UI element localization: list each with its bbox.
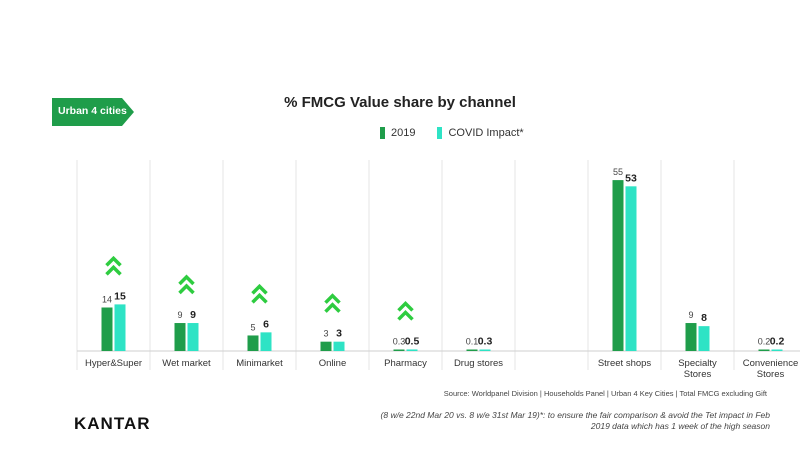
bar-specialty-stores-2019 bbox=[685, 323, 697, 351]
legend-swatch-2019 bbox=[380, 127, 385, 139]
bar-specialty-stores-covid-impact bbox=[698, 326, 710, 351]
bar-street-shops-2019 bbox=[612, 180, 624, 351]
x-tick-label-street-shops: Street shops bbox=[598, 358, 652, 369]
legend-label-covid: COVID Impact* bbox=[448, 127, 524, 139]
growth-arrow-icon-online bbox=[324, 293, 341, 304]
chart-title: % FMCG Value share by channel bbox=[284, 94, 516, 111]
bar-hyper-super-covid-impact bbox=[114, 304, 126, 351]
bar-online-covid-impact bbox=[333, 341, 345, 351]
data-label-pharmacy-covid-impact: 0.5 bbox=[405, 335, 420, 347]
data-label-hyper-super-covid-impact: 15 bbox=[114, 290, 126, 302]
data-label-street-shops-2019: 55 bbox=[613, 167, 623, 177]
data-label-street-shops-covid-impact: 53 bbox=[625, 172, 637, 184]
growth-arrow-icon-pharmacy bbox=[397, 309, 414, 321]
legend-label-2019: 2019 bbox=[391, 127, 416, 139]
legend-swatch-covid bbox=[437, 127, 443, 139]
bar-street-shops-covid-impact bbox=[625, 186, 637, 351]
region-tag: Urban 4 cities bbox=[52, 98, 134, 126]
data-label-minimarket-covid-impact: 6 bbox=[263, 318, 269, 330]
footnote-line-2: 2019 data which has 1 week of the high s… bbox=[590, 421, 770, 431]
x-tick-label-convenience-stores: Convenience bbox=[743, 358, 798, 369]
data-label-pharmacy-2019: 0.3 bbox=[393, 337, 406, 347]
x-tick-label-wet-market: Wet market bbox=[162, 358, 211, 369]
x-tick-label-minimarket: Minimarket bbox=[236, 358, 283, 369]
growth-arrow-icon-hyper-super bbox=[105, 264, 122, 276]
x-tick-label-hyper-super: Hyper&Super bbox=[85, 358, 142, 369]
kantar-logo: KANTAR bbox=[74, 414, 151, 433]
tag-arrow-shape bbox=[52, 98, 134, 126]
bar-minimarket-covid-impact bbox=[260, 332, 272, 351]
data-label-drug-stores-covid-impact: 0.3 bbox=[478, 336, 493, 348]
region-tag-label: Urban 4 cities bbox=[58, 105, 127, 117]
growth-arrow-icon-pharmacy bbox=[397, 300, 414, 312]
chart-legend: 2019 COVID Impact* bbox=[380, 127, 524, 139]
bar-convenience-stores-covid-impact bbox=[771, 349, 783, 351]
footnote-line-1: (8 w/e 22nd Mar 20 vs. 8 w/e 31st Mar 19… bbox=[380, 410, 770, 420]
bar-drug-stores-2019 bbox=[466, 349, 478, 351]
data-label-drug-stores-2019: 0.1 bbox=[466, 337, 479, 347]
data-label-wet-market-covid-impact: 9 bbox=[190, 309, 196, 321]
x-tick-label-convenience-stores: Stores bbox=[757, 369, 785, 380]
growth-arrow-icon-minimarket bbox=[251, 283, 268, 295]
bar-minimarket-2019 bbox=[247, 335, 259, 351]
growth-arrow-icon-wet-market bbox=[178, 274, 195, 286]
growth-arrow-icon-minimarket bbox=[251, 292, 268, 304]
x-tick-label-specialty-stores: Specialty bbox=[678, 358, 717, 369]
footnote: (8 w/e 22nd Mar 20 vs. 8 w/e 31st Mar 19… bbox=[350, 410, 770, 432]
x-tick-label-online: Online bbox=[319, 358, 346, 369]
data-label-wet-market-2019: 9 bbox=[177, 310, 182, 320]
data-label-minimarket-2019: 5 bbox=[250, 322, 255, 332]
bar-hyper-super-2019 bbox=[101, 307, 113, 351]
growth-arrow-icon-hyper-super bbox=[105, 255, 122, 267]
data-label-hyper-super-2019: 14 bbox=[102, 295, 112, 305]
bar-convenience-stores-2019 bbox=[758, 349, 770, 351]
bar-pharmacy-covid-impact bbox=[406, 349, 418, 351]
legend-item-2019: 2019 bbox=[380, 127, 415, 139]
data-label-convenience-stores-2019: 0.2 bbox=[758, 337, 771, 347]
x-tick-label-specialty-stores: Stores bbox=[684, 369, 712, 380]
growth-arrow-icon-online bbox=[324, 302, 341, 313]
data-label-specialty-stores-2019: 9 bbox=[688, 310, 693, 320]
legend-item-covid: COVID Impact* bbox=[437, 127, 524, 139]
x-tick-label-pharmacy: Pharmacy bbox=[384, 358, 427, 369]
data-label-online-2019: 3 bbox=[323, 329, 328, 339]
bar-pharmacy-2019 bbox=[393, 349, 405, 351]
bar-wet-market-2019 bbox=[174, 323, 186, 351]
bar-online-2019 bbox=[320, 341, 332, 351]
bar-drug-stores-covid-impact bbox=[479, 349, 491, 351]
growth-arrow-icon-wet-market bbox=[178, 283, 195, 295]
source-note: Source: Worldpanel Division | Households… bbox=[443, 389, 767, 398]
data-label-convenience-stores-covid-impact: 0.2 bbox=[770, 336, 785, 348]
bar-wet-market-covid-impact bbox=[187, 323, 199, 351]
data-label-online-covid-impact: 3 bbox=[336, 328, 342, 340]
x-tick-label-drug-stores: Drug stores bbox=[454, 358, 503, 369]
data-label-specialty-stores-covid-impact: 8 bbox=[701, 312, 707, 324]
